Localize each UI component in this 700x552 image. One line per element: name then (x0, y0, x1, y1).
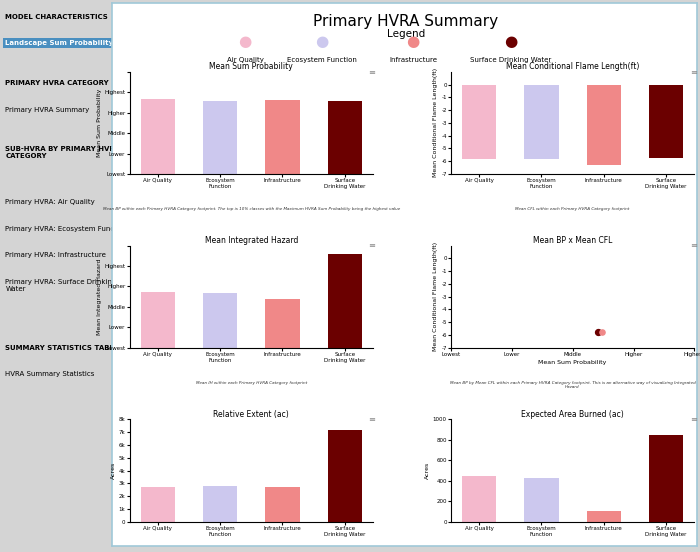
Text: Primary HVRA: Ecosystem Function: Primary HVRA: Ecosystem Function (6, 226, 128, 232)
Text: SUB-HVRA BY PRIMARY HVRA
CATEGORY: SUB-HVRA BY PRIMARY HVRA CATEGORY (6, 146, 120, 160)
Text: ●: ● (407, 34, 419, 49)
Y-axis label: Mean Integrated Hazard: Mean Integrated Hazard (97, 258, 102, 335)
Text: Mean BP within each Primary HVRA Category footprint. The top is 10% classes with: Mean BP within each Primary HVRA Categor… (103, 206, 400, 211)
Bar (524, 84, 559, 158)
Text: Primary HVRA: Surface Drinking
Water: Primary HVRA: Surface Drinking Water (6, 279, 117, 292)
Bar (649, 435, 683, 522)
Title: Relative Extent (ac): Relative Extent (ac) (214, 410, 289, 418)
Bar (328, 101, 362, 174)
Y-axis label: Mean Conditional Flame Length(ft): Mean Conditional Flame Length(ft) (433, 68, 438, 177)
Bar (462, 84, 496, 158)
Bar (587, 511, 621, 522)
X-axis label: Mean Sum Probability: Mean Sum Probability (538, 360, 607, 365)
Bar (265, 487, 300, 522)
Y-axis label: Acres: Acres (425, 462, 430, 479)
Text: SUMMARY STATISTICS TABLE: SUMMARY STATISTICS TABLE (6, 345, 119, 351)
Text: ≡: ≡ (690, 415, 696, 424)
Bar (203, 293, 237, 348)
Bar (462, 476, 496, 522)
Y-axis label: Mean Conditional Flame Length(ft): Mean Conditional Flame Length(ft) (433, 242, 438, 351)
Point (596, 328, 608, 337)
Point (593, 327, 604, 336)
Text: ●: ● (239, 34, 251, 49)
Title: Mean BP x Mean CFL: Mean BP x Mean CFL (533, 236, 612, 245)
Bar (203, 486, 237, 522)
Bar (328, 429, 362, 522)
Text: Surface Drinking Water: Surface Drinking Water (470, 57, 552, 63)
Bar (587, 84, 621, 165)
Text: Mean CFL within each Primary HVRA Category footprint: Mean CFL within each Primary HVRA Catego… (515, 206, 630, 211)
Title: Expected Area Burned (ac): Expected Area Burned (ac) (522, 410, 624, 418)
Text: Ecosystem Function: Ecosystem Function (287, 57, 357, 63)
Text: ≡: ≡ (368, 68, 375, 77)
Text: Mean BP by Mean CFL within each Primary HVRA Category footprint. This is an alte: Mean BP by Mean CFL within each Primary … (450, 380, 696, 389)
Text: Mean IH within each Primary HVRA Category footprint: Mean IH within each Primary HVRA Categor… (195, 380, 307, 385)
Bar (328, 254, 362, 348)
Text: Primary HVRA: Infrastructure: Primary HVRA: Infrastructure (6, 252, 106, 258)
Bar (265, 100, 300, 174)
Bar (203, 100, 237, 174)
Text: ≡: ≡ (368, 241, 375, 251)
Y-axis label: Mean Sum Probability: Mean Sum Probability (97, 89, 102, 157)
Bar (141, 99, 175, 174)
Text: Primary HVRA Summary: Primary HVRA Summary (6, 107, 90, 113)
Text: ≡: ≡ (690, 241, 696, 251)
Text: ≡: ≡ (368, 415, 375, 424)
Text: Legend: Legend (387, 29, 425, 39)
Y-axis label: Acres: Acres (111, 462, 116, 479)
Title: Mean Integrated Hazard: Mean Integrated Hazard (204, 236, 298, 245)
Text: ≡: ≡ (690, 68, 696, 77)
Bar (524, 477, 559, 522)
Text: Infrastructure: Infrastructure (389, 57, 437, 63)
Bar (649, 84, 683, 158)
Bar (141, 291, 175, 348)
Title: Mean Sum Probability: Mean Sum Probability (209, 62, 293, 71)
Text: MODEL CHARACTERISTICS: MODEL CHARACTERISTICS (6, 14, 108, 20)
Text: Air Quality: Air Quality (227, 57, 263, 63)
Text: ●: ● (316, 34, 328, 49)
Text: Primary HVRA Summary: Primary HVRA Summary (314, 14, 498, 29)
Text: ●: ● (505, 34, 517, 49)
Bar (141, 487, 175, 522)
Text: HVRA Summary Statistics: HVRA Summary Statistics (6, 371, 94, 378)
Bar (265, 299, 300, 348)
Text: Landscape Sum Probability: Landscape Sum Probability (6, 40, 113, 46)
Text: PRIMARY HVRA CATEGORY: PRIMARY HVRA CATEGORY (6, 80, 109, 86)
Title: Mean Conditional Flame Length(ft): Mean Conditional Flame Length(ft) (506, 62, 639, 71)
Text: Primary HVRA: Air Quality: Primary HVRA: Air Quality (6, 199, 95, 205)
